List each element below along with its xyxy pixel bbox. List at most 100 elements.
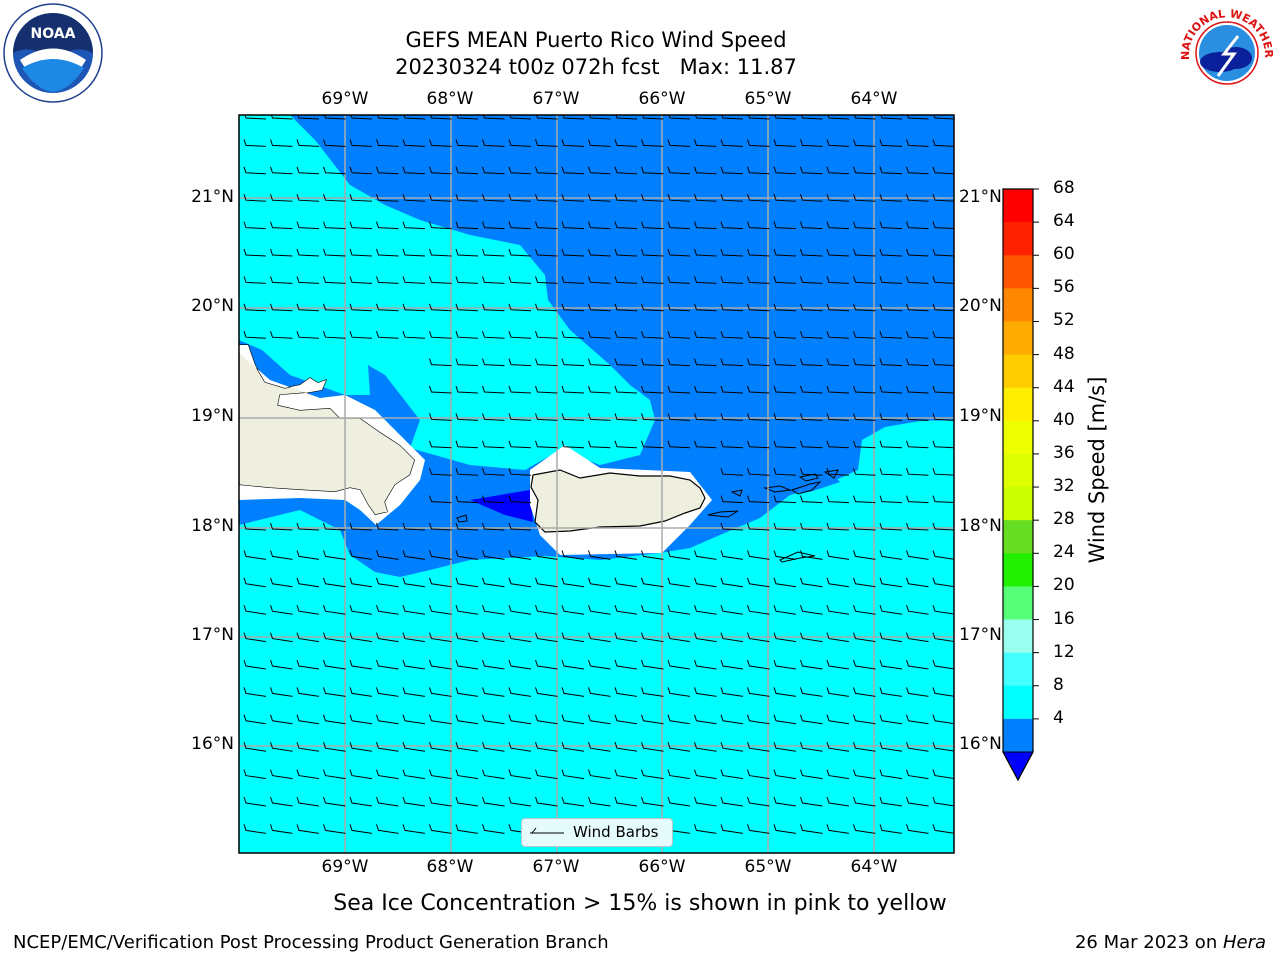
wind-barb [747,632,770,643]
wind-barb [429,495,452,504]
wind-barb [694,632,717,643]
wind-barb [243,194,267,202]
colorbar-segment [1003,487,1033,521]
wind-barb [562,115,585,120]
wind-barb-legend-icon [530,827,564,834]
wind-barb [906,577,929,588]
wind-barb [906,605,929,615]
wind-barb [667,742,691,752]
wind-barb [667,687,691,697]
wind-barb [747,824,770,834]
footer-branch: NCEP/EMC/Verification Post Processing Pr… [13,932,609,953]
wind-barb [694,440,717,449]
wind-barb [720,769,744,780]
wind-barb [906,659,929,670]
wind-barb [349,331,373,339]
lon-label-bottom: 69°W [321,857,369,877]
wind-barb [482,742,505,752]
wind-barb [535,440,558,449]
colorbar-segment [1003,453,1033,488]
wind-barb [508,550,532,560]
wind-barb [296,522,320,531]
wind-barb [932,714,954,725]
wind-barb [561,194,585,202]
wind-barb [747,440,770,449]
wind-barb [906,769,929,780]
wind-barb [720,248,744,257]
wind-barb [243,331,267,339]
wind-barb [720,331,744,339]
wind-barb [561,659,585,670]
wind-barb [614,659,638,670]
wind-barb [323,769,346,780]
wind-barb [720,440,744,449]
wind-barb [667,440,691,449]
wind-barb [455,166,479,175]
wind-barb [588,221,611,230]
colorbar-tick-label: 16 [1053,608,1075,629]
wind-barb [773,659,797,670]
wind-barb [747,468,770,476]
wind-barb [243,687,267,697]
wind-barb [535,577,558,588]
wind-barb [932,659,954,670]
wind-barb [270,139,293,147]
lon-label-top: 65°W [744,89,792,109]
wind-barb [747,166,770,175]
wind-barb [773,166,797,175]
wind-barb [932,550,954,560]
lon-label-bottom: 67°W [532,857,580,877]
wind-barb [482,550,505,560]
wind-barb [296,714,320,725]
colorbar-tick-label: 24 [1053,542,1075,563]
wind-barb [906,385,929,394]
wind-barb [270,303,293,312]
wind-barb [720,413,744,421]
wind-barb [720,495,744,504]
wind-barb [747,358,770,367]
wind-barb [323,248,346,257]
wind-barb [826,413,850,421]
colorbar-tick-label: 48 [1053,343,1075,364]
wind-barb [694,550,717,560]
wind-barb [588,659,611,670]
wind-barb [429,687,452,697]
map-frame [238,114,955,854]
wind-barb [694,742,717,752]
wind-barb [588,632,611,643]
wind-barb [853,115,876,120]
lon-label-top: 66°W [638,89,686,109]
wind-barb [482,824,505,834]
wind-barb [720,303,744,312]
wind-barb [879,166,903,175]
wind-barb [906,824,929,834]
wind-barb [482,796,505,807]
wind-barb [482,221,505,230]
wind-barb [879,468,903,476]
wind-barb [853,468,876,476]
wind-barb [906,440,929,449]
wind-barb [455,577,479,588]
wind-barb [747,550,770,560]
wind-barb [402,276,426,284]
wind-barb [879,221,903,230]
wind-barb [270,194,293,202]
wind-barb [243,769,267,780]
wind-barb [349,221,373,230]
colorbar-tick-label: 56 [1053,277,1075,298]
wind-barb [270,632,293,643]
wind-barb [879,385,903,394]
wind-barb [773,248,797,257]
wind-barb [694,139,717,147]
wind-barb [879,824,903,834]
wind-barb [906,714,929,725]
wind-barb [720,468,744,476]
wind-barb [667,605,691,615]
lon-label-top: 69°W [321,89,369,109]
wind-barb [429,248,452,257]
wind-barb [826,385,850,394]
wind-barb [667,659,691,670]
colorbar-segment [1003,553,1033,587]
wind-barb [667,331,691,339]
